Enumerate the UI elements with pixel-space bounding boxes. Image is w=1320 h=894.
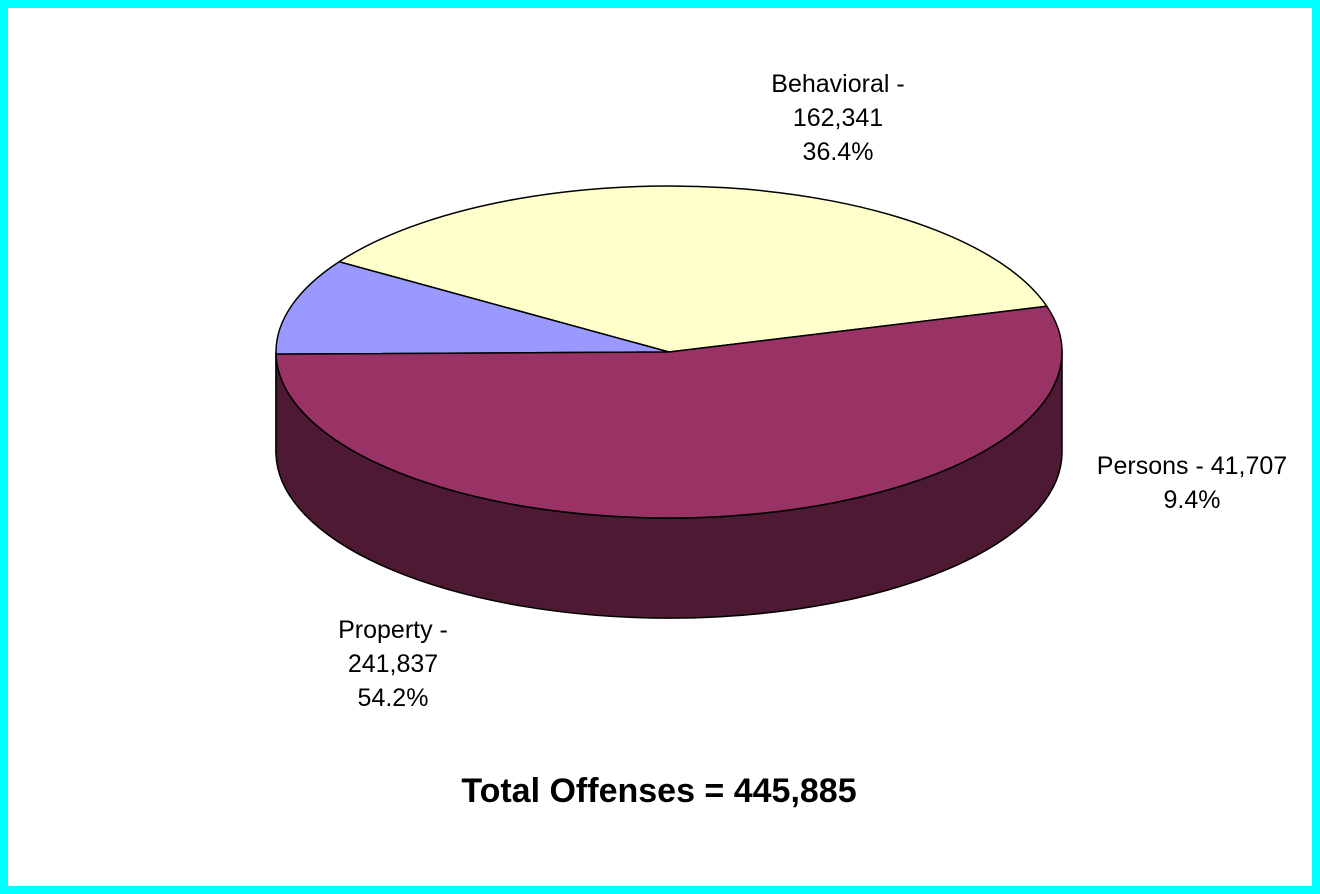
data-label-line: Property -	[338, 616, 448, 644]
pie-tops	[275, 185, 1063, 519]
data-label-line: 162,341	[793, 104, 883, 132]
pie-labels: Behavioral - 162,341 36.4% Persons - 41,707…	[338, 70, 1287, 712]
pie-slice-property	[275, 305, 1063, 519]
data-label-behavioral: Behavioral - 162,341 36.4%	[771, 70, 904, 166]
total-offenses-label: Total Offenses = 445,885	[461, 772, 856, 810]
data-label-property: Property - 241,837 54.2%	[338, 616, 448, 712]
data-label-persons: Persons - 41,707 9.4%	[1097, 452, 1287, 514]
data-label-line: Persons - 41,707	[1097, 452, 1287, 480]
data-label-line: 9.4%	[1164, 486, 1221, 514]
data-label-line: 36.4%	[803, 138, 874, 166]
data-label-line: 54.2%	[358, 684, 429, 712]
data-label-line: Behavioral -	[771, 70, 904, 98]
pie-slice-behavioral	[338, 185, 1048, 353]
pie-slice-persons	[275, 261, 670, 355]
data-label-line: 241,837	[348, 650, 438, 678]
